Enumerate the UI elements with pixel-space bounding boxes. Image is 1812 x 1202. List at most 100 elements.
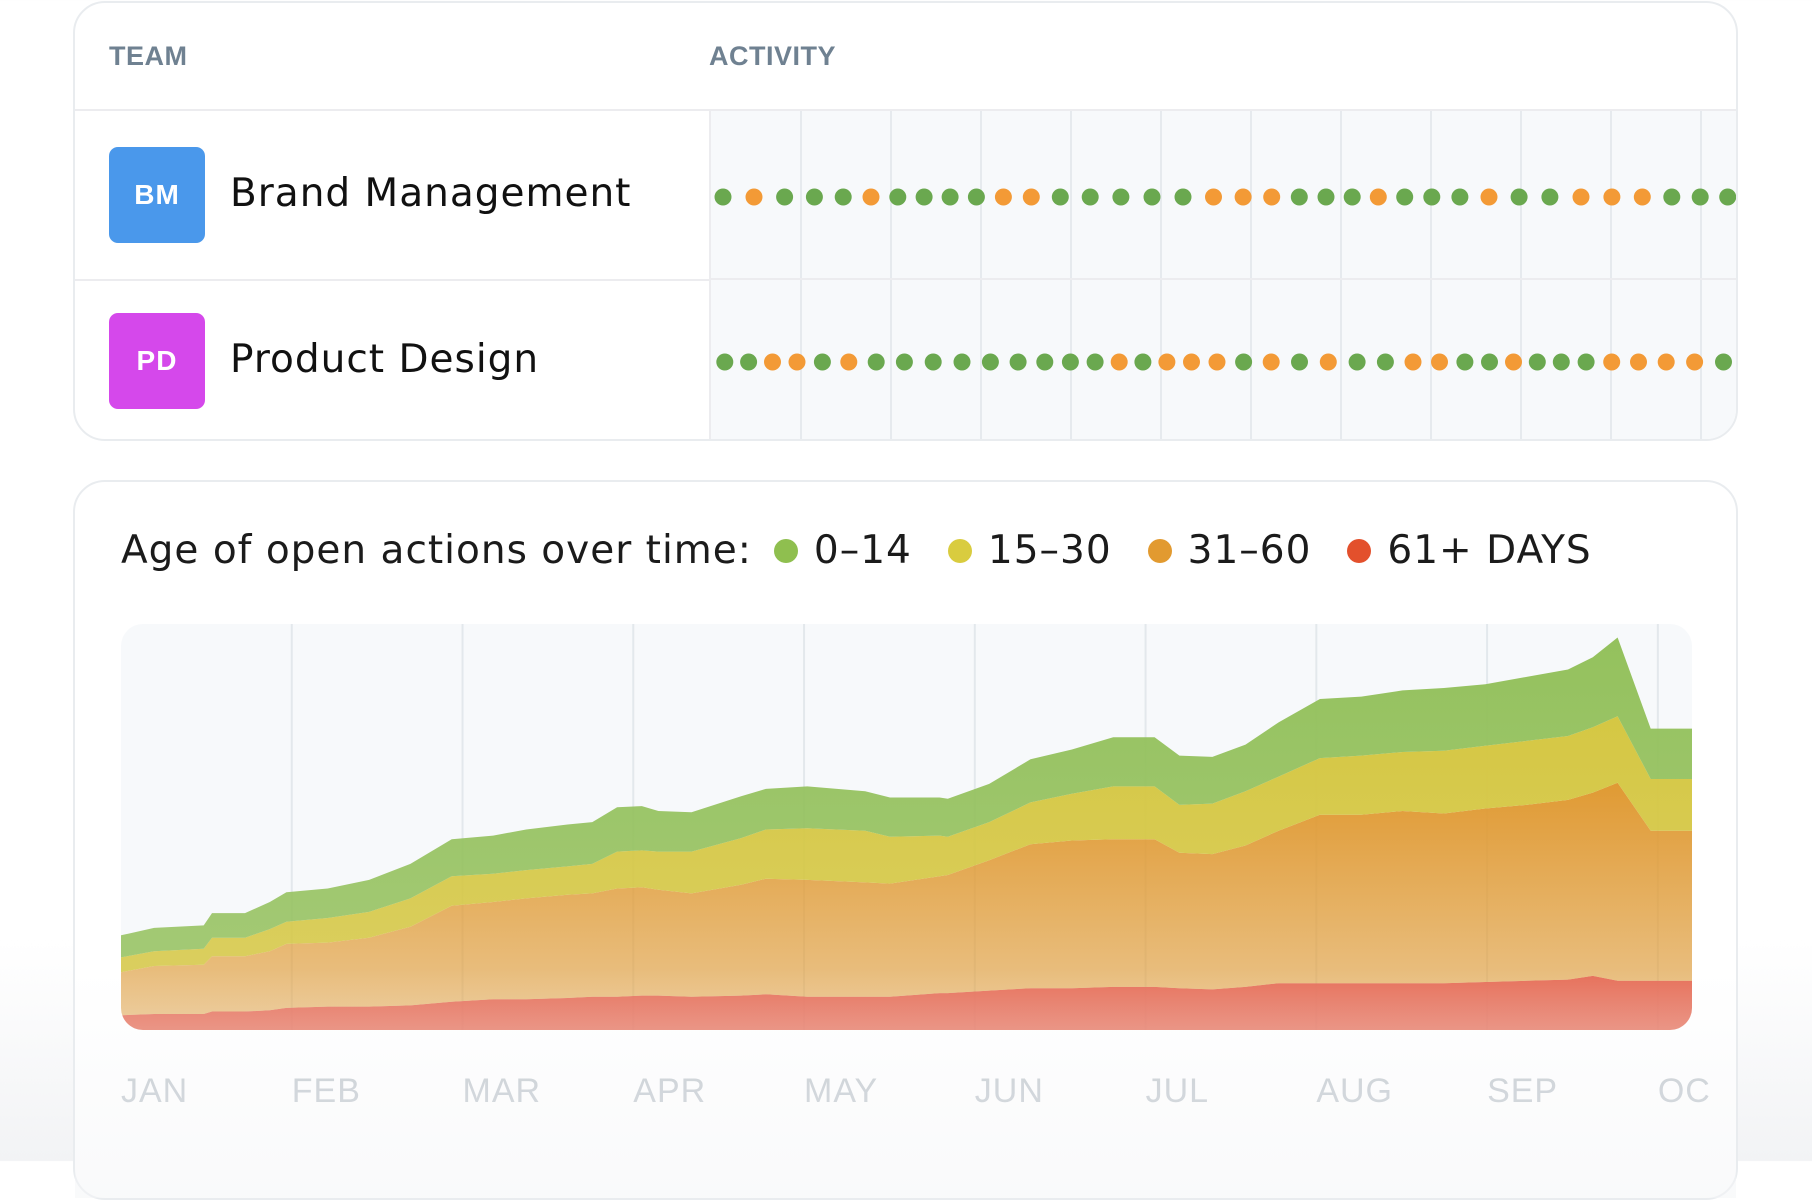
activity-dot[interactable] <box>1051 188 1069 206</box>
activity-dot[interactable] <box>745 188 763 206</box>
x-axis-label: APR <box>633 1072 706 1110</box>
x-axis-label: JUL <box>1146 1072 1209 1110</box>
activity-dot[interactable] <box>941 188 959 206</box>
activity-dot[interactable] <box>1112 188 1130 206</box>
activity-dot[interactable] <box>1081 188 1099 206</box>
activity-dot[interactable] <box>1369 188 1387 206</box>
x-axis-label: OC <box>1658 1072 1711 1110</box>
activity-dots-plot <box>711 111 1736 439</box>
activity-dot[interactable] <box>1528 353 1546 371</box>
activity-dot[interactable] <box>1577 353 1595 371</box>
team-avatar-badge: PD <box>109 313 205 409</box>
activity-dot[interactable] <box>862 188 880 206</box>
activity-dot[interactable] <box>953 353 971 371</box>
activity-dot[interactable] <box>1036 353 1054 371</box>
activity-dot[interactable] <box>776 188 794 206</box>
activity-dot[interactable] <box>1348 353 1366 371</box>
activity-dot[interactable] <box>1480 188 1498 206</box>
activity-dot[interactable] <box>967 188 985 206</box>
activity-dot[interactable] <box>1134 353 1152 371</box>
activity-dot[interactable] <box>1263 188 1281 206</box>
open-actions-chart-card: Age of open actions over time: 0–14 15–3… <box>73 480 1738 1200</box>
activity-dot[interactable] <box>1510 188 1528 206</box>
activity-dot[interactable] <box>1396 188 1414 206</box>
activity-dot[interactable] <box>1291 353 1308 371</box>
area-series-15-30[interactable] <box>121 716 1692 973</box>
activity-dot[interactable] <box>834 188 852 206</box>
activity-dot[interactable] <box>1143 188 1161 206</box>
activity-dot[interactable] <box>1552 353 1570 371</box>
activity-dot[interactable] <box>1174 188 1192 206</box>
activity-dot[interactable] <box>867 353 885 371</box>
activity-dot[interactable] <box>981 353 999 371</box>
activity-dot[interactable] <box>840 353 858 371</box>
activity-dot[interactable] <box>1603 188 1621 206</box>
activity-dot[interactable] <box>1572 188 1590 206</box>
teams-activity-card: TEAM ACTIVITY BM Brand Management PD Pro… <box>73 1 1738 441</box>
team-name[interactable]: Product Design <box>230 337 540 382</box>
activity-dot[interactable] <box>1022 188 1040 206</box>
activity-dot[interactable] <box>1110 353 1128 371</box>
activity-dot[interactable] <box>1686 353 1704 371</box>
x-axis-label: AUG <box>1316 1072 1393 1110</box>
team-row-product-design[interactable]: PD Product Design <box>75 279 1736 439</box>
activity-dot[interactable] <box>1633 188 1651 206</box>
activity-dot[interactable] <box>813 353 831 371</box>
activity-dot[interactable] <box>1234 188 1252 206</box>
activity-dot[interactable] <box>924 353 942 371</box>
activity-dot[interactable] <box>994 188 1012 206</box>
activity-dot[interactable] <box>1235 353 1253 371</box>
activity-dot[interactable] <box>1404 353 1422 371</box>
team-avatar-badge: BM <box>109 147 205 243</box>
activity-dot[interactable] <box>1456 353 1474 371</box>
x-axis-label: MAR <box>463 1072 542 1110</box>
activity-dot[interactable] <box>889 188 907 206</box>
activity-dot[interactable] <box>1183 353 1200 371</box>
area-series-31-60[interactable] <box>121 782 1692 1016</box>
activity-dot[interactable] <box>1376 353 1394 371</box>
activity-dot[interactable] <box>764 353 781 371</box>
activity-dot[interactable] <box>1061 353 1079 371</box>
chart-title: Age of open actions over time: <box>121 528 752 573</box>
activity-dot[interactable] <box>1719 188 1736 206</box>
legend-label: 0–14 <box>813 528 912 573</box>
x-axis-label: JAN <box>121 1072 188 1110</box>
activity-dot[interactable] <box>1691 188 1709 206</box>
legend-dot-icon <box>1347 538 1372 563</box>
activity-dot[interactable] <box>1317 188 1335 206</box>
activity-dot[interactable] <box>1009 353 1027 371</box>
activity-dot[interactable] <box>1603 353 1621 371</box>
activity-dot[interactable] <box>1158 353 1176 371</box>
activity-dot[interactable] <box>1262 353 1280 371</box>
activity-dot[interactable] <box>1451 188 1469 206</box>
activity-dot[interactable] <box>915 188 933 206</box>
activity-dot[interactable] <box>895 353 913 371</box>
activity-dot[interactable] <box>1663 188 1681 206</box>
legend-item-61-plus: 61+ DAYS <box>1347 528 1591 573</box>
activity-dot[interactable] <box>1715 353 1732 371</box>
activity-dot[interactable] <box>1505 353 1522 371</box>
team-name[interactable]: Brand Management <box>230 171 632 216</box>
activity-dot[interactable] <box>788 353 806 371</box>
activity-dot[interactable] <box>1630 353 1647 371</box>
activity-dot[interactable] <box>1541 188 1559 206</box>
area-series-0-14[interactable] <box>121 637 1692 958</box>
activity-dot[interactable] <box>714 188 732 206</box>
activity-dot[interactable] <box>1208 353 1226 371</box>
activity-dot[interactable] <box>740 353 758 371</box>
activity-column-header: ACTIVITY <box>709 41 837 71</box>
stacked-area-chart: JAN FEB MAR APR MAY JUN JUL AUG SEP OC <box>121 624 1711 1110</box>
activity-dot[interactable] <box>1319 353 1337 371</box>
activity-dot[interactable] <box>1086 353 1104 371</box>
activity-dot[interactable] <box>1431 353 1448 371</box>
activity-dot[interactable] <box>1657 353 1675 371</box>
activity-dot[interactable] <box>1481 353 1498 371</box>
chart-legend: Age of open actions over time: 0–14 15–3… <box>121 528 1628 573</box>
legend-label: 31–60 <box>1187 528 1312 573</box>
activity-dot[interactable] <box>1423 188 1441 206</box>
activity-dot[interactable] <box>716 353 734 371</box>
activity-dot[interactable] <box>1343 188 1361 206</box>
activity-dot[interactable] <box>1205 188 1222 206</box>
activity-dot[interactable] <box>805 188 823 206</box>
activity-dot[interactable] <box>1290 188 1308 206</box>
